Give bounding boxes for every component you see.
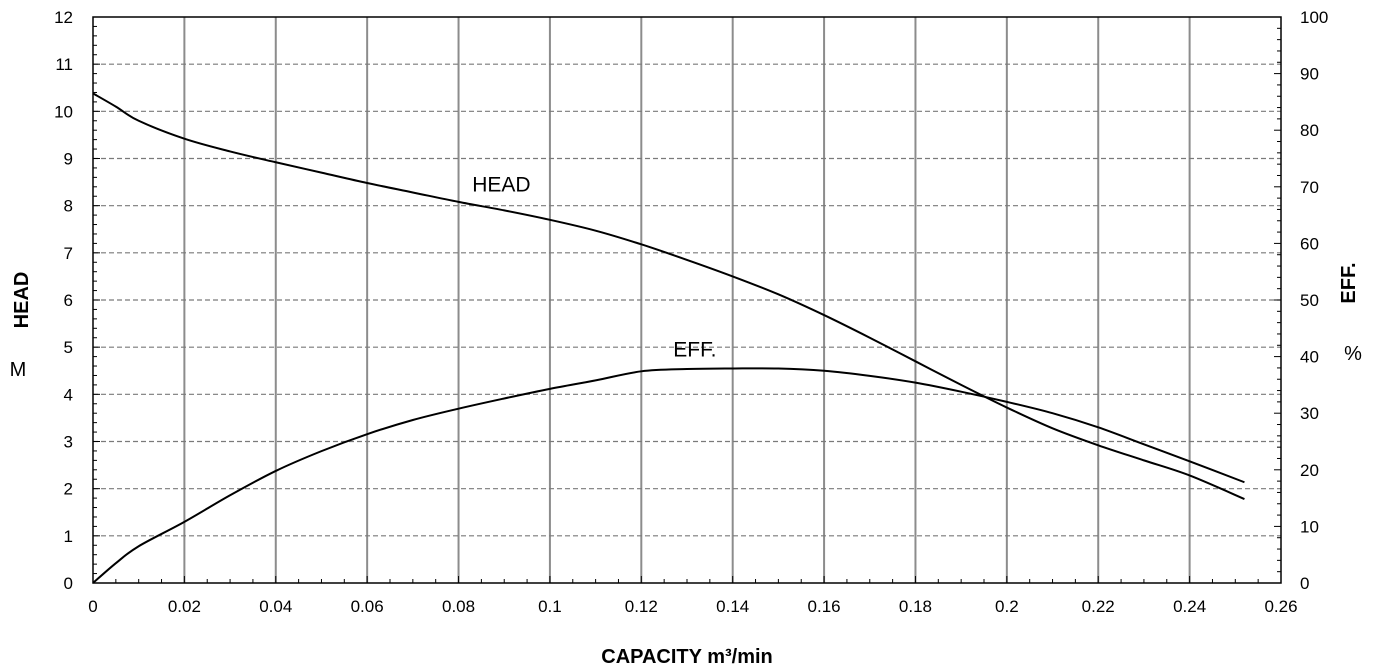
y2-tick-label: 100 (1300, 8, 1328, 27)
grid (93, 17, 1281, 583)
y2-tick-label: 10 (1300, 517, 1319, 536)
y-tick-label: 10 (54, 102, 73, 121)
x-tick-label: 0.02 (168, 597, 201, 616)
y2-tick-label: 90 (1300, 65, 1319, 84)
y-tick-label: 12 (54, 8, 73, 27)
x-tick-label: 0.26 (1264, 597, 1297, 616)
y2-axis-title: EFF. (1338, 262, 1360, 303)
curves (92, 92, 1245, 584)
y-tick-label: 8 (64, 197, 73, 216)
y2-axis-unit: % (1344, 343, 1362, 365)
x-tick-label: 0.16 (808, 597, 841, 616)
x-tick-label: 0.14 (716, 597, 749, 616)
x-tick-label: 0.2 (995, 597, 1019, 616)
eff-curve (92, 367, 1245, 584)
x-tick-label: 0 (88, 597, 97, 616)
y-tick-label: 0 (64, 574, 73, 593)
y-tick-label: 1 (64, 527, 73, 546)
y-axis-unit: M (10, 359, 27, 381)
x-tick-label: 0.08 (442, 597, 475, 616)
x-tick-label: 0.22 (1082, 597, 1115, 616)
y-tick-label: 4 (64, 385, 73, 404)
y-tick-label: 11 (55, 55, 73, 74)
y2-tick-label: 50 (1300, 291, 1319, 310)
eff-curve-label: EFF. (673, 339, 716, 362)
y-tick-label: 5 (64, 338, 73, 357)
y2-tick-label: 0 (1300, 574, 1309, 593)
y2-tick-label: 60 (1300, 234, 1319, 253)
y-axis-title: HEAD (11, 272, 33, 329)
series-labels: HEAD EFF. (472, 174, 716, 362)
x-tick-label: 0.1 (538, 597, 562, 616)
y-tick-label: 9 (64, 150, 73, 169)
y2-tick-label: 80 (1300, 121, 1319, 140)
head-curve-label: HEAD (472, 174, 530, 197)
head-curve (92, 92, 1245, 500)
y2-tick-label: 40 (1300, 348, 1319, 367)
y-tick-label: 6 (64, 291, 73, 310)
x-tick-label: 0.24 (1173, 597, 1206, 616)
ticks (92, 16, 1282, 584)
y2-tick-label: 70 (1300, 178, 1319, 197)
x-tick-label: 0.04 (259, 597, 292, 616)
y2-tick-label: 20 (1300, 461, 1319, 480)
x-tick-label: 0.12 (625, 597, 658, 616)
y-tick-label: 2 (64, 480, 73, 499)
x-tick-label: 0.18 (899, 597, 932, 616)
y2-tick-label: 30 (1300, 404, 1319, 423)
x-axis-title: CAPACITY m³/min (601, 646, 773, 668)
y-tick-label: 3 (64, 433, 73, 452)
y-tick-label: 7 (64, 244, 73, 263)
tick-labels: 0 0.02 0.04 0.06 0.08 0.1 0.12 0.14 0.16 0.18 0.2 0… (54, 8, 1328, 616)
x-tick-label: 0.06 (351, 597, 384, 616)
